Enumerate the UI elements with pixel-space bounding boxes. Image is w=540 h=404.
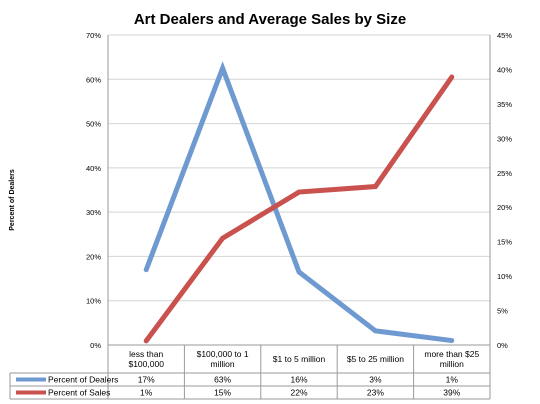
data-label: 23% xyxy=(367,388,384,398)
y-axis-label: Percent of Dealers xyxy=(9,169,16,231)
right-tick-label: 0% xyxy=(497,341,508,350)
data-label: 3% xyxy=(369,375,382,385)
data-label: 16% xyxy=(290,375,307,385)
category-label: more than $25 million xyxy=(424,349,479,369)
right-tick-label: 30% xyxy=(497,134,512,143)
legend-label: Percent of Dealers xyxy=(48,375,118,385)
category-label: $5 to 25 million xyxy=(347,354,404,364)
series-line-1 xyxy=(143,74,455,344)
series-line-0 xyxy=(143,61,455,344)
gridlines xyxy=(108,34,490,302)
series-lines xyxy=(143,61,455,344)
right-tick-label: 25% xyxy=(497,169,512,178)
left-tick-label: 20% xyxy=(86,252,101,261)
right-tick-label: 5% xyxy=(497,307,508,316)
axes: 0% 10% 20% 30% 40% 50% 60% 70% 0% 5% 10% 15% 20% 25% 3… xyxy=(86,31,512,399)
chart-title: Art Dealers and Average Sales by Size xyxy=(134,11,406,28)
left-tick-label: 30% xyxy=(86,208,101,217)
right-tick-label: 20% xyxy=(497,203,512,212)
left-tick-label: 50% xyxy=(86,120,101,129)
data-label: 1% xyxy=(140,388,153,398)
data-label: 17% xyxy=(138,375,155,385)
category-label: $1 to 5 million xyxy=(273,354,326,364)
category-label: less than $100,000 xyxy=(128,349,164,369)
data-label: 22% xyxy=(290,388,307,398)
right-tick-label: 40% xyxy=(497,65,512,74)
right-tick-label: 45% xyxy=(497,31,512,40)
right-tick-label: 15% xyxy=(497,238,512,247)
data-label: 1% xyxy=(446,375,459,385)
left-tick-label: 60% xyxy=(86,75,101,84)
legend-label: Percent of Sales xyxy=(48,388,110,398)
left-tick-label: 40% xyxy=(86,164,101,173)
category-label: $100,000 to 1 million xyxy=(197,349,249,369)
left-tick-label: 0% xyxy=(90,341,101,350)
right-tick-label: 35% xyxy=(497,100,512,109)
data-label: 15% xyxy=(214,388,231,398)
data-table: less than $100,000 $100,000 to 1 million $1 … xyxy=(9,345,490,400)
data-label: 63% xyxy=(214,375,231,385)
left-tick-label: 10% xyxy=(86,297,101,306)
data-label: 39% xyxy=(443,388,460,398)
left-tick-label: 70% xyxy=(86,31,101,40)
right-tick-label: 10% xyxy=(497,272,512,281)
